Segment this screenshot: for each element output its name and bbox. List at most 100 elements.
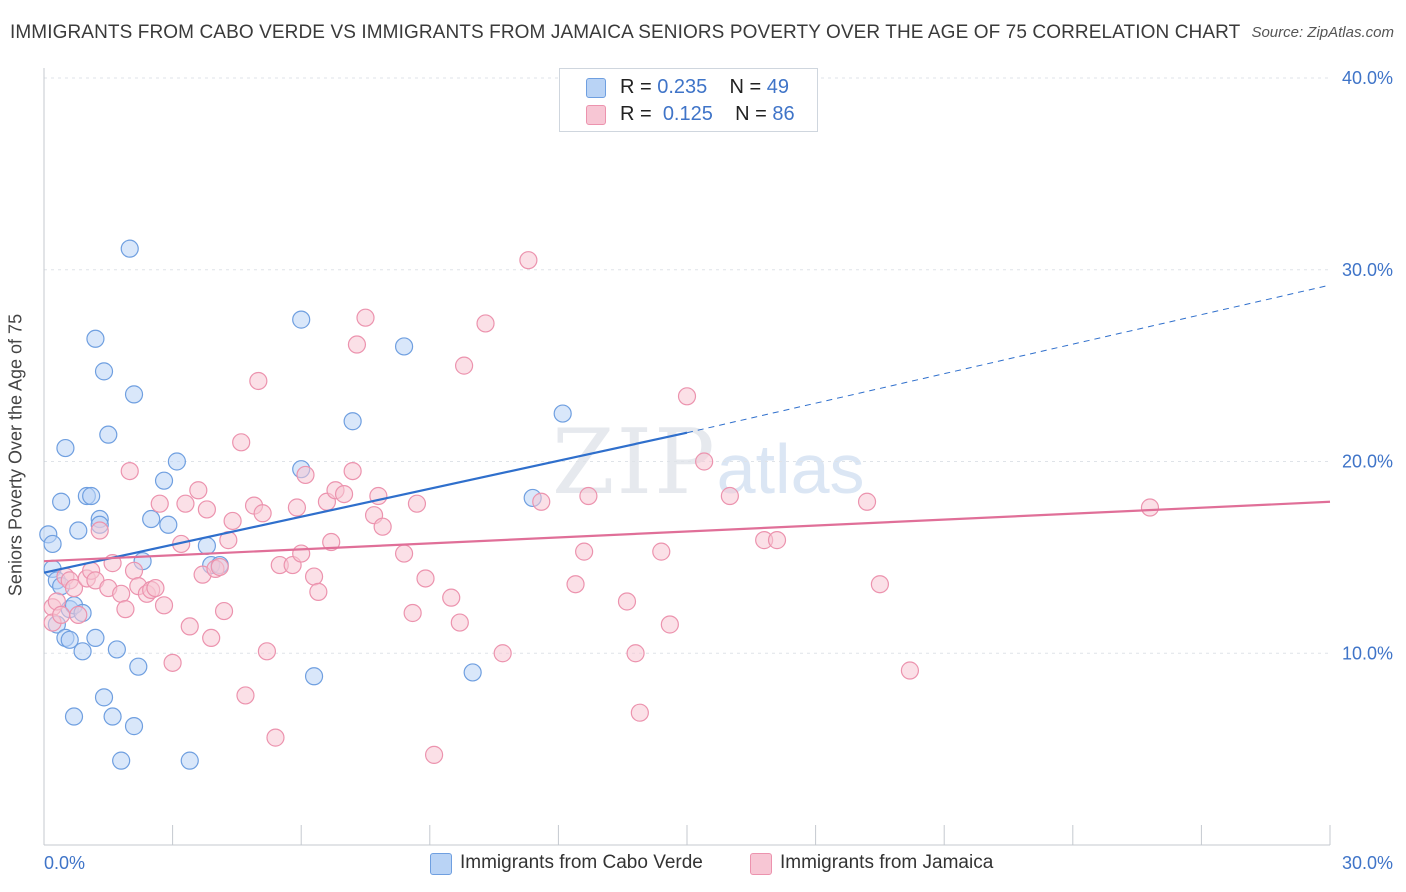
legend-series-name: Immigrants from Jamaica — [780, 852, 994, 873]
jamaica-point — [322, 532, 341, 552]
cabo-verde-point — [343, 412, 362, 431]
legend-swatch-pink — [750, 853, 772, 875]
legend-swatch-blue — [430, 853, 452, 875]
jamaica-point — [677, 387, 697, 406]
legend-r-label: R = — [620, 103, 658, 125]
watermark-zip: ZIP — [552, 410, 717, 515]
jamaica-point — [309, 582, 328, 601]
cabo-verde-point — [292, 310, 311, 329]
jamaica-point — [356, 308, 375, 327]
jamaica-point — [720, 486, 739, 506]
cabo-verde-point — [124, 385, 144, 404]
jamaica-point — [579, 486, 598, 506]
cabo-verde-point — [159, 515, 178, 534]
cabo-verde-point — [103, 707, 122, 726]
jamaica-point — [287, 498, 307, 517]
watermark: ZIPatlas — [552, 410, 865, 515]
cabo-verde-trend-line — [43, 431, 688, 574]
jamaica-point — [343, 461, 362, 481]
jamaica-point — [870, 575, 890, 594]
jamaica-point — [304, 567, 324, 586]
cabo-verde-point — [120, 239, 139, 258]
jamaica-point — [454, 356, 474, 375]
jamaica-point — [249, 371, 268, 391]
cabo-verde-point — [56, 438, 75, 458]
jamaica-point — [450, 613, 469, 632]
legend-swatch-blue — [586, 78, 606, 98]
jamaica-point — [202, 628, 221, 648]
jamaica-point — [767, 531, 787, 550]
jamaica-point — [695, 452, 714, 471]
watermark-atlas: atlas — [716, 430, 865, 508]
legend-r-label: R = — [620, 76, 658, 98]
jamaica-point — [176, 494, 195, 513]
y-tick-label: 40.0% — [1342, 68, 1393, 88]
jamaica-point — [253, 504, 272, 523]
jamaica-point — [566, 575, 585, 594]
jamaica-point — [416, 569, 435, 588]
jamaica-trend-line — [43, 500, 1331, 563]
cabo-verde-point — [124, 717, 144, 736]
jamaica-point — [407, 494, 427, 513]
legend-r-value: 0.125 — [662, 103, 713, 125]
jamaica-point — [120, 461, 139, 481]
jamaica-point — [900, 661, 920, 680]
jamaica-point — [660, 615, 679, 634]
stats-legend: R = 0.235 N = 49 R = 0.125 N = 86 — [559, 68, 818, 132]
jamaica-point — [292, 544, 311, 563]
jamaica-point — [424, 745, 444, 764]
jamaica-point — [163, 653, 182, 672]
cabo-verde-point — [463, 663, 482, 682]
cabo-verde-point — [94, 688, 114, 707]
jamaica-point — [210, 557, 229, 577]
jamaica-point — [146, 578, 165, 598]
cabo-verde-point — [129, 657, 148, 676]
legend-series-name: Immigrants from Cabo Verde — [460, 852, 703, 873]
jamaica-point — [394, 544, 414, 563]
cabo-verde-point — [43, 534, 62, 554]
cabo-verde-point — [112, 751, 131, 770]
y-tick-label: 30.0% — [1342, 260, 1393, 280]
cabo-verde-point — [86, 628, 105, 648]
jamaica-point — [652, 542, 671, 561]
source-credit: Source: ZipAtlas.com — [1251, 24, 1394, 41]
jamaica-point — [90, 521, 109, 540]
jamaica-point — [112, 584, 131, 603]
cabo-verde-point — [180, 751, 199, 770]
legend-stats-text: R = 0.235 N = 49 — [620, 76, 789, 99]
jamaica-point — [347, 335, 367, 354]
jamaica-point — [626, 644, 645, 663]
jamaica-point — [236, 686, 255, 705]
cabo-verde-point — [86, 329, 105, 348]
jamaica-point — [124, 561, 144, 580]
jamaica-point — [442, 588, 461, 607]
jamaica-point — [373, 517, 392, 536]
y-tick-label: 10.0% — [1342, 643, 1393, 663]
cabo-verde-point — [167, 452, 186, 471]
jamaica-point — [257, 642, 277, 661]
jamaica-point — [334, 484, 354, 504]
jamaica-point — [617, 592, 637, 611]
jamaica-point — [150, 494, 169, 513]
x-tick-label: 0.0% — [44, 853, 85, 873]
jamaica-point — [1140, 498, 1160, 517]
jamaica-point — [630, 703, 649, 722]
jamaica-point — [403, 603, 422, 623]
x-tick-label: 30.0% — [1342, 853, 1393, 873]
cabo-verde-point — [69, 521, 88, 540]
cabo-verde-point — [99, 425, 118, 444]
jamaica-point — [154, 596, 174, 615]
jamaica-point — [214, 601, 234, 621]
legend-n-value: 86 — [772, 103, 795, 125]
jamaica-point — [476, 314, 495, 333]
legend-stats-text: R = 0.125 N = 86 — [620, 103, 795, 126]
chart-title: IMMIGRANTS FROM CABO VERDE VS IMMIGRANTS… — [10, 22, 1241, 43]
cabo-verde-point — [107, 640, 126, 659]
cabo-verde-point — [304, 667, 324, 686]
cabo-verde-point — [394, 337, 414, 356]
jamaica-point — [857, 492, 877, 511]
jamaica-point — [64, 578, 84, 598]
legend-r-value: 0.235 — [657, 76, 708, 98]
cabo-verde-point — [52, 492, 71, 511]
